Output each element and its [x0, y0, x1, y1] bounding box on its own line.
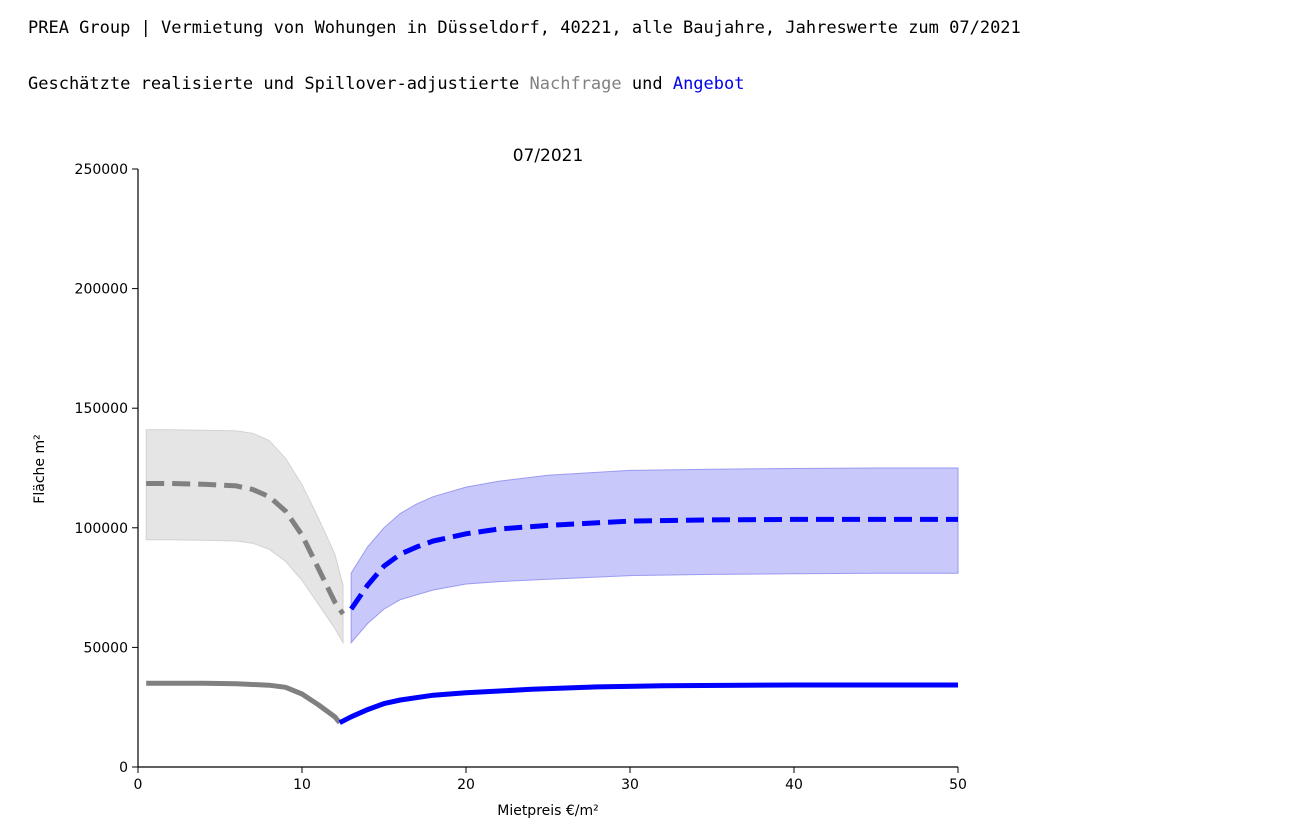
x-tick-label: 20 [457, 777, 475, 793]
x-tick-label: 40 [785, 777, 803, 793]
supply_adjusted-line [349, 516, 958, 611]
x-tick-label: 50 [949, 777, 967, 793]
demand_realized-line [146, 680, 342, 725]
chart-title: 07/2021 [513, 146, 584, 166]
demand_adjusted-line [146, 481, 346, 616]
subtitle-demand: Nachfrage [529, 74, 622, 94]
x-tick-label: 30 [621, 777, 639, 793]
supply_adjusted-band [350, 467, 959, 644]
chart-axes: 0 10 20 30 40 50 0 50000 100000 150000 200000 25000… [75, 162, 967, 793]
subtitle-mid: und [621, 74, 673, 94]
x-tick-label: 10 [293, 777, 311, 793]
y-tick-label: 50000 [83, 640, 128, 656]
x-tick-label: 0 [134, 777, 143, 793]
chart-subtitle: Geschätzte realisierte und Spillover-adj… [28, 74, 744, 94]
subtitle-prefix: Geschätzte realisierte und Spillover-adj… [28, 74, 530, 94]
y-tick-label: 250000 [75, 162, 128, 178]
y-tick-label: 150000 [75, 401, 128, 417]
confidence-bands [145, 429, 959, 645]
series-lines [146, 481, 958, 725]
subtitle-supply: Angebot [672, 74, 745, 94]
y-tick-label: 100000 [75, 521, 128, 537]
demand_adjusted-band [145, 429, 344, 645]
y-tick-label: 0 [119, 760, 128, 776]
x-axis-label: Mietpreis €/m² [497, 803, 599, 819]
y-tick-label: 200000 [75, 282, 128, 298]
page-title: PREA Group | Vermietung von Wohungen in … [28, 18, 1021, 38]
y-axis-label: Fläche m² [32, 434, 48, 503]
supply_realized-line [338, 682, 958, 725]
